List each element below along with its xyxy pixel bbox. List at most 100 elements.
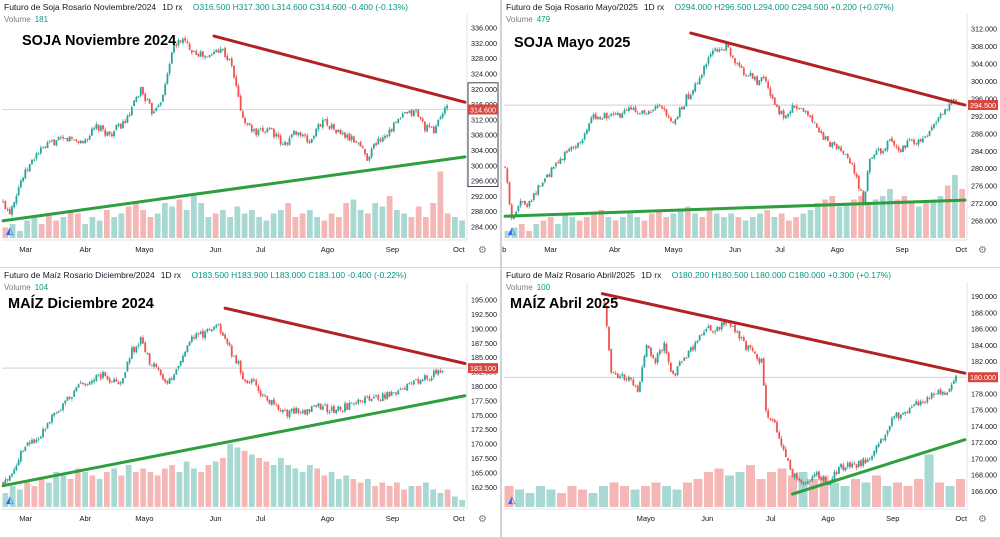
candle-body — [326, 118, 329, 126]
candle-body — [91, 128, 93, 136]
candle-body — [579, 142, 582, 143]
candle-body — [893, 416, 896, 419]
x-tick-label: Sep — [886, 514, 899, 523]
candle-body — [432, 370, 435, 378]
candle-body — [765, 77, 767, 82]
candle-body — [384, 394, 386, 399]
candle-body — [705, 329, 708, 332]
volume-bar — [379, 206, 386, 238]
candle-body — [543, 178, 546, 182]
candle-body — [22, 450, 24, 452]
candle-body — [519, 200, 522, 206]
volume-bar — [205, 465, 212, 507]
volume-bar — [386, 196, 393, 238]
volume-bar — [504, 486, 514, 507]
volume-bar — [118, 213, 125, 238]
candle-body — [720, 49, 723, 51]
candle-body — [261, 395, 264, 396]
interval-label[interactable]: 1D — [160, 270, 172, 280]
chart-svg[interactable]: 190.000 188.000 186.000 184.000 182.000 180.0… — [502, 268, 1000, 537]
candle-body — [421, 118, 424, 122]
candle-body — [395, 121, 397, 123]
y-tick-label: 174.000 — [971, 422, 997, 431]
y-tick-label: 304.000 — [471, 146, 497, 155]
volume-bar — [620, 217, 626, 238]
candle-body — [915, 143, 918, 145]
candle-body — [317, 403, 320, 406]
candle-body — [75, 387, 78, 391]
candle-body — [301, 410, 304, 413]
volume-bar — [557, 493, 566, 507]
candle-body — [417, 379, 420, 384]
gear-icon[interactable]: ⚙ — [978, 245, 987, 256]
volume-bar — [38, 224, 45, 238]
candle-body — [822, 477, 825, 481]
chart-panel-maiz-diciembre[interactable]: 195.000192.500190.000187.500185.000182.5… — [0, 268, 500, 537]
volume-bar — [914, 479, 923, 507]
candle-body — [667, 116, 670, 118]
volume-bar — [567, 486, 577, 507]
interval-label[interactable]: 1D — [162, 2, 174, 12]
candle-body — [39, 436, 42, 439]
chart-svg[interactable]: 195.000192.500190.000187.500185.000182.5… — [0, 268, 500, 537]
chart-panel-soja-mayo[interactable]: 312.000 308.000 304.000 300.000 296.000 292.0… — [502, 0, 1000, 268]
candle-body — [897, 147, 900, 151]
candle-body — [933, 123, 935, 128]
candle-body — [333, 123, 335, 130]
candle-body — [295, 131, 298, 135]
symbol-title[interactable]: Futuro de Soja Rosario Mayo/2025 — [506, 2, 638, 12]
chart-panel-soja-noviembre[interactable]: 336.000332.000328.000324.000320.000316.0… — [0, 0, 500, 268]
candle-body — [304, 134, 306, 136]
candle-body — [432, 126, 435, 134]
candle-body — [22, 177, 24, 182]
candle-body — [139, 87, 142, 96]
candle-body — [605, 112, 608, 119]
volume-bar — [851, 199, 857, 238]
tv-logo-icon: ◭ — [6, 495, 14, 506]
y-tick-label: 187.500 — [471, 339, 497, 348]
symbol-title[interactable]: Futuro de Maíz Rosario Diciembre/2024 — [4, 270, 155, 280]
x-tick-label: Ago — [831, 245, 844, 254]
interval-label[interactable]: 1D — [640, 270, 652, 280]
candle-body — [771, 418, 774, 421]
candle-body — [424, 121, 426, 131]
volume-bar — [314, 468, 320, 507]
symbol-title[interactable]: Futuro de Maíz Rosario Abril/2025 — [506, 270, 635, 280]
gear-icon[interactable]: ⚙ — [978, 514, 987, 525]
candle-body — [822, 132, 825, 140]
candle-body — [625, 379, 628, 380]
candle-body — [430, 126, 433, 128]
candle-body — [170, 378, 173, 380]
gear-icon[interactable]: ⚙ — [478, 514, 487, 525]
candle-body — [133, 100, 135, 107]
candle-body — [375, 395, 377, 397]
candle-body — [102, 125, 104, 130]
candle-body — [802, 482, 805, 484]
chart-svg[interactable]: 336.000332.000328.000324.000320.000316.0… — [0, 0, 500, 268]
candle-body — [388, 392, 391, 397]
candle-body — [842, 464, 845, 471]
y-tick-label: 312.000 — [471, 115, 497, 124]
volume-bar — [915, 206, 922, 238]
y-tick-label: 320.000 — [471, 85, 497, 94]
candle-body — [339, 407, 342, 410]
candle-body — [636, 385, 639, 392]
candle-body — [184, 351, 187, 357]
volume-bar — [104, 210, 110, 238]
interval-label[interactable]: 1D — [643, 2, 655, 12]
chart-panel-maiz-abril[interactable]: 190.000 188.000 186.000 184.000 182.000 180.0… — [502, 268, 1000, 537]
tv-logo-icon: ◭ — [6, 226, 14, 237]
volume-bar — [725, 475, 734, 507]
candle-body — [226, 338, 229, 344]
candle-body — [882, 151, 885, 154]
candle-body — [95, 124, 98, 129]
symbol-title[interactable]: Futuro de Soja Rosario Noviembre/2024 — [4, 2, 157, 12]
candle-body — [879, 439, 882, 444]
chart-header: Futuro de Soja Rosario Mayo/2025 1D rx O2… — [506, 2, 894, 12]
last-price-badge — [968, 100, 998, 111]
chart-svg[interactable]: 312.000 308.000 304.000 300.000 296.000 292.0… — [502, 0, 1000, 268]
candle-body — [137, 96, 140, 98]
candle-body — [204, 331, 207, 339]
volume-bar — [343, 475, 349, 507]
gear-icon[interactable]: ⚙ — [478, 245, 487, 256]
